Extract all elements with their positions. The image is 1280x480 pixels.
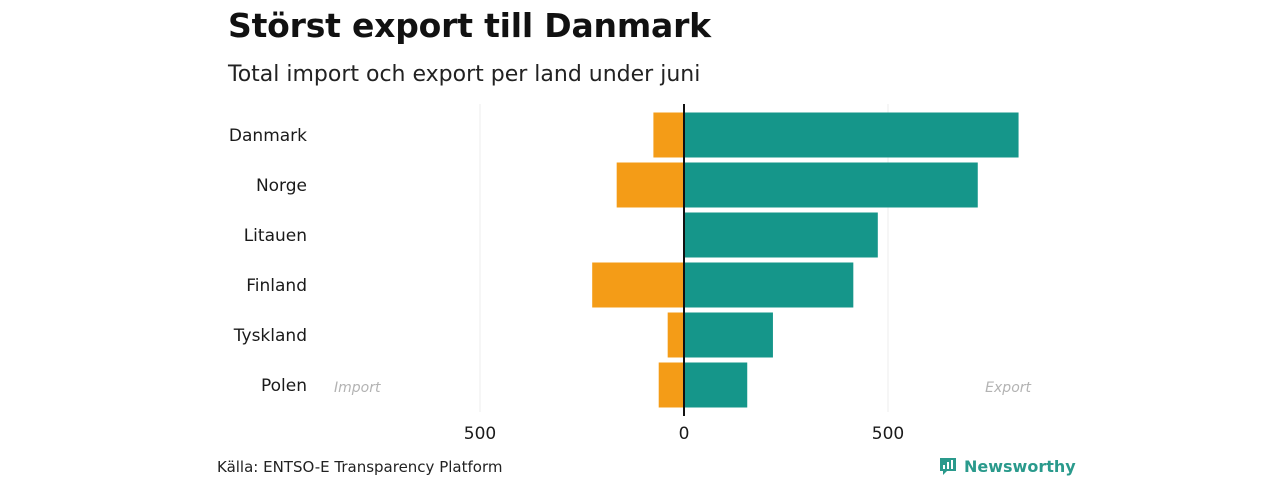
source-note: Källa: ENTSO-E Transparency Platform [217,458,503,476]
import-bar-finland [592,262,684,308]
export-bar-litauen [684,212,878,258]
category-label-tyskland: Tyskland [233,326,307,346]
chart-subtitle: Total import och export per land under j… [228,62,701,87]
category-label-litauen: Litauen [244,226,307,246]
category-label-danmark: Danmark [229,126,307,146]
export-bar-norge [684,162,978,208]
export-bar-tyskland [684,312,773,358]
export-bar-finland [684,262,854,308]
chart-title: Störst export till Danmark [228,6,711,45]
brand-name: Newsworthy [964,456,1076,476]
import-bar-norge [616,162,684,208]
x-tick-label-1: 0 [679,424,690,444]
category-label-finland: Finland [246,276,307,296]
import-annotation: Import [334,380,381,396]
newsworthy-logo-icon [940,458,956,475]
export-bar-polen [684,362,748,408]
category-label-polen: Polen [261,376,307,396]
export-bar-danmark [684,112,1019,158]
import-bar-tyskland [667,312,684,358]
x-tick-label-2: 500 [872,424,904,444]
brand-logo: Newsworthy [938,456,1076,476]
category-label-norge: Norge [256,176,307,196]
x-tick-label-0: 500 [464,424,496,444]
import-bar-danmark [653,112,684,158]
export-annotation: Export [985,380,1031,396]
import-bar-polen [658,362,684,408]
